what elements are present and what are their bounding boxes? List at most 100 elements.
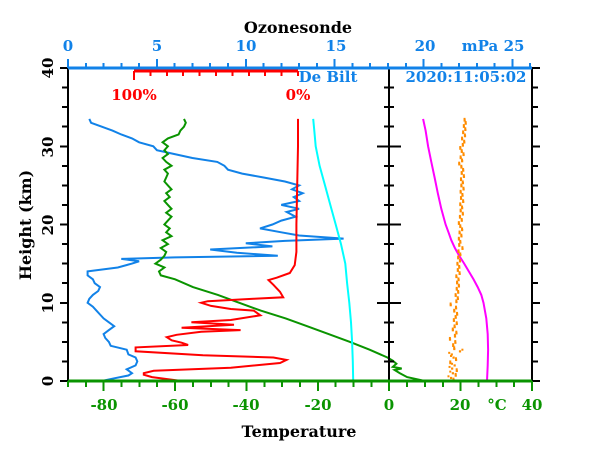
- orange-point: [452, 318, 455, 321]
- orange-point: [453, 308, 456, 311]
- ozone-tick-label: 0: [63, 37, 73, 55]
- orange-point: [457, 291, 460, 294]
- orange-point: [457, 222, 461, 225]
- y-axis-label: Height (km): [16, 170, 35, 280]
- orange-point: [459, 156, 462, 160]
- orange-point: [463, 117, 466, 120]
- orange-point: [460, 164, 463, 167]
- orange-point: [460, 185, 463, 188]
- orange-point: [459, 196, 462, 199]
- orange-point: [460, 171, 463, 174]
- orange-point: [454, 358, 458, 362]
- orange-point: [460, 233, 463, 236]
- orange-point: [449, 362, 452, 365]
- ozone-tick-label: 10: [236, 37, 257, 55]
- orange-point: [461, 227, 464, 230]
- orange-point: [457, 238, 461, 241]
- orange-point: [455, 299, 458, 302]
- orange-point: [459, 254, 462, 257]
- orange-point: [455, 321, 458, 324]
- orange-point: [461, 247, 464, 250]
- chart-title: Ozonesonde: [244, 18, 352, 37]
- orange-point: [462, 174, 465, 177]
- datetime-label: 2020:11:05:02: [406, 68, 527, 86]
- temperature-tick-label: -20: [304, 396, 331, 414]
- orange-point: [462, 188, 465, 191]
- orange-point: [455, 274, 458, 277]
- orange-point: [453, 335, 457, 338]
- orange-point: [456, 296, 459, 299]
- orange-point: [460, 150, 463, 153]
- orange-point: [459, 224, 462, 227]
- orange-point: [456, 282, 459, 285]
- orange-point: [456, 313, 459, 316]
- orange-point: [462, 124, 465, 127]
- orange-point: [451, 367, 454, 370]
- orange-point: [459, 208, 462, 211]
- orange-point: [457, 283, 460, 286]
- ozone-tick-label: 20: [415, 37, 436, 55]
- orange-point: [456, 297, 459, 301]
- orange-point: [455, 369, 458, 373]
- orange-point: [460, 166, 463, 169]
- ozone-tick-label: 5: [152, 37, 162, 55]
- orange-point: [464, 128, 467, 132]
- orange-point: [461, 158, 464, 161]
- orange-point: [449, 304, 452, 307]
- orange-point: [458, 214, 461, 217]
- temperature-tick-label: 40: [522, 396, 543, 414]
- orange-point: [462, 125, 466, 128]
- orange-point: [453, 364, 456, 367]
- orange-point: [456, 263, 459, 266]
- orange-point: [452, 356, 455, 359]
- y-tick-label: 40: [39, 58, 57, 79]
- orange-point: [462, 199, 465, 202]
- orange-point: [455, 288, 458, 291]
- orange-point: [459, 252, 462, 255]
- orange-point: [458, 264, 461, 267]
- orange-point: [457, 255, 460, 258]
- temperature-tick-labels: -80 -60 -40 -20 0 20 40: [90, 396, 542, 414]
- orange-point: [459, 178, 463, 182]
- orange-point: [458, 271, 461, 274]
- orange-point: [460, 172, 463, 175]
- orange-scatter: [447, 117, 467, 382]
- temperature-tick-label: -80: [90, 396, 117, 414]
- orange-point: [454, 315, 457, 318]
- orange-point: [453, 346, 456, 349]
- orange-point: [452, 344, 455, 347]
- orange-point: [448, 365, 451, 368]
- orange-point: [455, 286, 458, 289]
- orange-point: [459, 241, 462, 244]
- axes-layer: [60, 59, 540, 391]
- temperature-tick-label: -60: [161, 396, 188, 414]
- orange-point: [461, 144, 464, 147]
- orange-point: [449, 376, 453, 380]
- temperature-line: [153, 118, 426, 382]
- orange-point: [459, 202, 462, 205]
- orange-point: [454, 372, 457, 375]
- orange-point: [449, 370, 452, 373]
- orange-point: [459, 191, 462, 194]
- orange-point: [459, 146, 462, 149]
- orange-point: [461, 142, 464, 145]
- y-tick-label: 20: [39, 215, 57, 236]
- temperature-unit-label: °C: [487, 396, 507, 414]
- orange-point: [461, 228, 464, 232]
- orange-point: [451, 329, 454, 332]
- series-layer: [86, 117, 490, 382]
- orange-point: [461, 213, 464, 216]
- orange-point: [457, 249, 460, 252]
- y-tick-labels: 0 10 20 30 40: [39, 58, 57, 387]
- orange-point: [464, 122, 467, 125]
- orange-point: [451, 362, 454, 365]
- orange-point: [462, 186, 465, 189]
- orange-point: [454, 307, 458, 310]
- orange-point: [459, 147, 462, 150]
- orange-point: [459, 203, 462, 207]
- orange-point: [457, 257, 460, 260]
- orange-point: [461, 348, 464, 351]
- orange-point: [461, 160, 464, 163]
- orange-point: [452, 377, 455, 380]
- orange-point: [452, 343, 455, 346]
